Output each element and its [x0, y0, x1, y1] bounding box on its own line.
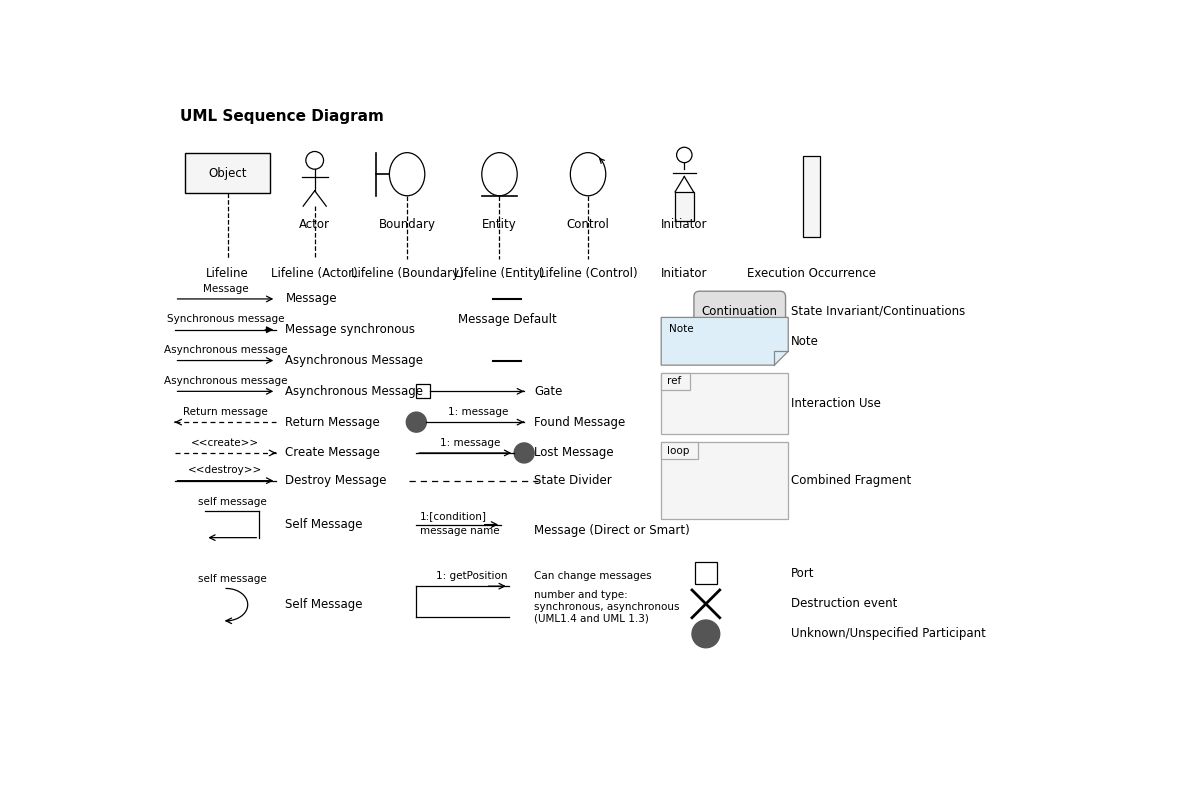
Text: Control: Control — [566, 218, 610, 231]
FancyBboxPatch shape — [676, 192, 694, 221]
Text: Message: Message — [286, 292, 337, 305]
Text: Actor: Actor — [299, 218, 330, 231]
Text: Combined Fragment: Combined Fragment — [791, 474, 911, 487]
Text: 1:[condition]: 1:[condition] — [420, 510, 487, 521]
FancyBboxPatch shape — [185, 153, 270, 194]
FancyBboxPatch shape — [803, 156, 820, 237]
Circle shape — [677, 147, 692, 163]
Text: number and type:: number and type: — [534, 590, 628, 600]
FancyBboxPatch shape — [416, 385, 430, 399]
Text: Asynchronous Message: Asynchronous Message — [286, 385, 424, 398]
Text: Boundary: Boundary — [378, 218, 436, 231]
Text: Interaction Use: Interaction Use — [791, 397, 881, 410]
Text: Continuation: Continuation — [702, 305, 778, 318]
Text: ref: ref — [666, 377, 680, 386]
Text: synchronous, asynchronous: synchronous, asynchronous — [534, 602, 679, 612]
FancyBboxPatch shape — [661, 442, 788, 519]
Ellipse shape — [389, 152, 425, 196]
Text: Gate: Gate — [534, 385, 563, 398]
Circle shape — [407, 412, 426, 433]
Text: Unknown/Unspecified Participant: Unknown/Unspecified Participant — [791, 628, 985, 641]
Ellipse shape — [481, 152, 517, 196]
Text: loop: loop — [666, 446, 689, 456]
Text: 1: getPosition: 1: getPosition — [436, 571, 508, 581]
Text: State Invariant/Continuations: State Invariant/Continuations — [791, 305, 965, 318]
FancyBboxPatch shape — [661, 442, 698, 459]
Text: Message Default: Message Default — [458, 313, 557, 326]
Text: self message: self message — [198, 497, 266, 507]
Text: self message: self message — [198, 573, 266, 584]
Text: Destruction event: Destruction event — [791, 597, 896, 611]
Ellipse shape — [570, 152, 606, 196]
Text: <<create>>: <<create>> — [191, 437, 259, 448]
Text: Lifeline (Control): Lifeline (Control) — [539, 266, 637, 279]
Text: <<destroy>>: <<destroy>> — [188, 465, 263, 475]
Text: Asynchronous message: Asynchronous message — [163, 345, 287, 355]
Text: Return Message: Return Message — [286, 416, 380, 428]
Text: Found Message: Found Message — [534, 416, 625, 428]
Text: Message: Message — [203, 284, 248, 293]
Text: Synchronous message: Synchronous message — [167, 314, 284, 324]
Text: Asynchronous message: Asynchronous message — [163, 376, 287, 386]
Text: Initiator: Initiator — [661, 218, 708, 231]
Circle shape — [514, 443, 534, 463]
Text: Initiator: Initiator — [661, 266, 708, 279]
Circle shape — [306, 151, 324, 169]
Text: Self Message: Self Message — [286, 518, 362, 531]
Text: Asynchronous Message: Asynchronous Message — [286, 354, 424, 367]
Text: Object: Object — [209, 167, 247, 180]
Text: 1: message: 1: message — [448, 407, 508, 417]
Text: Lifeline (Actor): Lifeline (Actor) — [271, 266, 358, 279]
Text: Message synchronous: Message synchronous — [286, 323, 415, 336]
Text: State Divider: State Divider — [534, 474, 612, 487]
Text: Lifeline (Entity): Lifeline (Entity) — [455, 266, 545, 279]
Text: UML Sequence Diagram: UML Sequence Diagram — [180, 109, 384, 124]
Text: Create Message: Create Message — [286, 446, 380, 459]
Text: Self Message: Self Message — [286, 598, 362, 611]
Text: Lost Message: Lost Message — [534, 446, 613, 459]
FancyBboxPatch shape — [661, 373, 788, 434]
Polygon shape — [661, 318, 788, 365]
Text: Note: Note — [791, 335, 818, 347]
Text: Entity: Entity — [482, 218, 517, 231]
Text: message name: message name — [420, 526, 500, 536]
Text: Can change messages: Can change messages — [534, 571, 652, 581]
Text: (UML1.4 and UML 1.3): (UML1.4 and UML 1.3) — [534, 613, 649, 623]
Text: Execution Occurrence: Execution Occurrence — [746, 266, 876, 279]
Text: Note: Note — [668, 323, 694, 334]
Text: Message (Direct or Smart): Message (Direct or Smart) — [534, 524, 690, 537]
Text: Destroy Message: Destroy Message — [286, 474, 386, 487]
FancyBboxPatch shape — [694, 292, 786, 331]
FancyBboxPatch shape — [661, 373, 690, 390]
Text: Return message: Return message — [184, 407, 268, 417]
FancyBboxPatch shape — [695, 562, 716, 584]
Circle shape — [692, 620, 720, 648]
Text: Lifeline: Lifeline — [206, 266, 250, 279]
Text: 1: message: 1: message — [440, 437, 500, 448]
Text: Lifeline (Boundary): Lifeline (Boundary) — [350, 266, 463, 279]
Text: Port: Port — [791, 566, 814, 580]
